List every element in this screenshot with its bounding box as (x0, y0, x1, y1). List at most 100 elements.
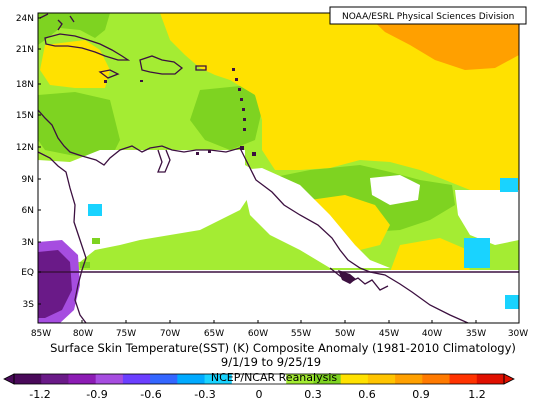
map-title: Surface Skin Temperature(SST) (K) Compos… (50, 341, 516, 355)
map-date-range: 9/1/19 to 9/25/19 (221, 355, 321, 369)
anomaly-field-neutral-region (38, 150, 275, 262)
lesser-antilles (104, 68, 256, 156)
lat-tick-label: 6N (22, 206, 34, 216)
lon-tick-label: 80W (73, 329, 93, 339)
colorbar-tick-label: 0.9 (412, 388, 430, 401)
lon-tick-label: 75W (116, 329, 136, 339)
anomaly-field-green-region (190, 85, 262, 150)
lon-tick-label: 40W (422, 329, 442, 339)
credit-text: NOAA/ESRL Physical Sciences Division (342, 12, 514, 22)
anomaly-field-cyan-patch (88, 204, 102, 216)
island (240, 146, 244, 150)
colorbar-cell (150, 374, 178, 384)
anomaly-field-neutral-region (240, 168, 390, 268)
colorbar-tick-label: -0.9 (86, 388, 107, 401)
anomaly-field-cyan-patch (500, 178, 518, 192)
island (140, 80, 143, 82)
colorbar-cell (95, 374, 124, 384)
island (242, 108, 245, 111)
colorbar: NCEP/NCAR Reanalysis -1.2 -0.9 -0.6 -0.3… (3, 371, 515, 401)
colorbar-tick-label: 0 (256, 388, 263, 401)
anomaly-field-green-patch (92, 238, 100, 244)
colorbar-cell (313, 374, 342, 384)
anomaly-field-neutral-region (38, 270, 519, 323)
colorbar-cell (41, 374, 69, 384)
colorbar-tick-label: 0.6 (358, 388, 376, 401)
anomaly-field-yellow-region (160, 13, 519, 205)
anomaly-field-purple-region (38, 250, 72, 318)
lat-tick-label: 3N (22, 238, 34, 248)
colorbar-cell (340, 374, 369, 384)
colorbar-tick-label: 0.3 (304, 388, 322, 401)
hispaniola-outline (139, 55, 184, 75)
lat-tick-label: 9N (22, 175, 34, 185)
lat-tick-label: 3S (23, 300, 35, 310)
lon-tick-label: 55W (291, 329, 311, 339)
amazon-delta-land (338, 270, 356, 284)
latitude-axis: 24N 21N 18N 15N 12N 9N 6N 3N EQ 3S (16, 14, 41, 310)
island (243, 118, 246, 121)
caribbean-islands (39, 13, 207, 79)
colorbar-tick-label: 1.2 (468, 388, 486, 401)
colorbar-cells (3, 373, 515, 385)
puerto-rico-outline (195, 65, 207, 71)
colorbar-cell (476, 374, 505, 384)
lat-tick-label: 24N (16, 14, 34, 24)
cuba-outline (44, 33, 131, 61)
credit-box: NOAA/ESRL Physical Sciences Division (329, 6, 527, 25)
colorbar-labels: -1.2 -0.9 -0.6 -0.3 0 0.3 0.6 0.9 1.2 (29, 388, 485, 401)
colorbar-tick-label: -0.3 (194, 388, 215, 401)
colorbar-cell (259, 374, 287, 384)
anomaly-field-green-patch (80, 262, 90, 268)
colorbar-cell (449, 374, 478, 384)
anomaly-field-yellow-region (40, 40, 110, 88)
anomaly-field-green-region (38, 92, 120, 160)
island (208, 150, 211, 153)
lon-tick-label: 30W (508, 329, 528, 339)
colorbar-frame (13, 373, 505, 385)
lake-maracaibo (157, 149, 171, 173)
colorbar-cell (177, 374, 206, 384)
island (238, 88, 241, 91)
island (104, 80, 107, 83)
island (243, 128, 246, 131)
colorbar-cell (68, 374, 97, 384)
panama-west-coastline (38, 151, 87, 323)
anomaly-field-neutral-region (370, 175, 420, 205)
lon-tick-label: 65W (204, 329, 224, 339)
island (232, 68, 235, 71)
lat-tick-label: EQ (21, 268, 34, 278)
anomaly-field-neutral-region (455, 190, 519, 245)
island (240, 98, 243, 101)
anomaly-field-cyan-patch (505, 295, 519, 309)
colorbar-cell (367, 374, 396, 384)
bahamas-outline (39, 13, 75, 31)
map-panel (38, 13, 519, 323)
colorbar-source-label: NCEP/NCAR Reanalysis (211, 371, 337, 384)
lat-tick-label: 15N (16, 111, 34, 121)
anomaly-field-orange-region (365, 13, 519, 70)
colorbar-cell (14, 374, 42, 384)
longitude-axis: 85W 80W 75W 70W 65W 60W 55W 50W 45W 40W … (31, 320, 528, 339)
lat-tick-label: 12N (16, 143, 34, 153)
colorbar-tick-label: -0.6 (140, 388, 161, 401)
colorbar-cell (286, 374, 314, 384)
lon-tick-label: 60W (248, 329, 268, 339)
colorbar-cell (204, 374, 233, 384)
colorbar-min-arrow (3, 373, 15, 385)
lat-tick-label: 21N (16, 45, 34, 55)
jamaica-outline (98, 69, 120, 79)
anomaly-field-cyan-patch (464, 238, 490, 268)
colorbar-max-arrow (503, 373, 515, 385)
lon-tick-label: 35W (466, 329, 486, 339)
island (196, 152, 199, 155)
lon-tick-label: 50W (335, 329, 355, 339)
lat-tick-label: 18N (16, 80, 34, 90)
island (252, 152, 256, 156)
lon-tick-label: 85W (31, 329, 51, 339)
colorbar-cell (231, 374, 260, 384)
anomaly-field-yellow-region (310, 195, 390, 250)
colorbar-tick-label: -1.2 (29, 388, 50, 401)
colorbar-cell (122, 374, 151, 384)
